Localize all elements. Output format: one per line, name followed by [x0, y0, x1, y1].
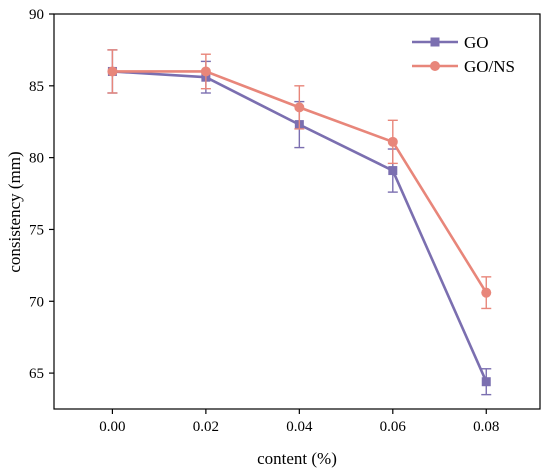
legend-marker-go-ns [430, 61, 440, 71]
y-axis: 65 70 75 80 85 90 [29, 7, 54, 382]
x-axis-title: content (%) [257, 449, 337, 468]
y-tick-label: 80 [29, 151, 44, 167]
series-layer [107, 49, 492, 396]
x-tick-label: 0.02 [193, 419, 219, 435]
legend-label-go-ns: GO/NS [464, 57, 515, 76]
x-tick-label: 0.04 [286, 419, 313, 435]
x-tick-label: 0.08 [473, 419, 499, 435]
data-point-go-ns [200, 66, 211, 77]
x-tick-label: 0.00 [99, 419, 125, 435]
plot-frame [53, 13, 541, 410]
x-tick-label: 0.06 [380, 419, 407, 435]
data-point-go [481, 377, 491, 387]
data-point-go-ns [107, 66, 118, 77]
data-point-go-ns [294, 102, 305, 113]
data-point-go-ns [387, 136, 398, 147]
y-tick-label: 75 [29, 222, 44, 238]
y-axis-title: consistency (mm) [5, 151, 24, 272]
data-point-go [388, 166, 398, 176]
x-axis: 0.00 0.02 0.04 0.06 0.08 [99, 409, 499, 435]
legend: GO GO/NS [412, 33, 515, 76]
y-tick-label: 65 [29, 366, 44, 382]
data-point-go-ns [481, 287, 492, 298]
legend-label-go: GO [464, 33, 489, 52]
legend-marker-go [430, 37, 440, 47]
y-tick-label: 70 [29, 294, 44, 310]
y-tick-label: 90 [29, 7, 44, 23]
y-tick-label: 85 [29, 79, 44, 95]
